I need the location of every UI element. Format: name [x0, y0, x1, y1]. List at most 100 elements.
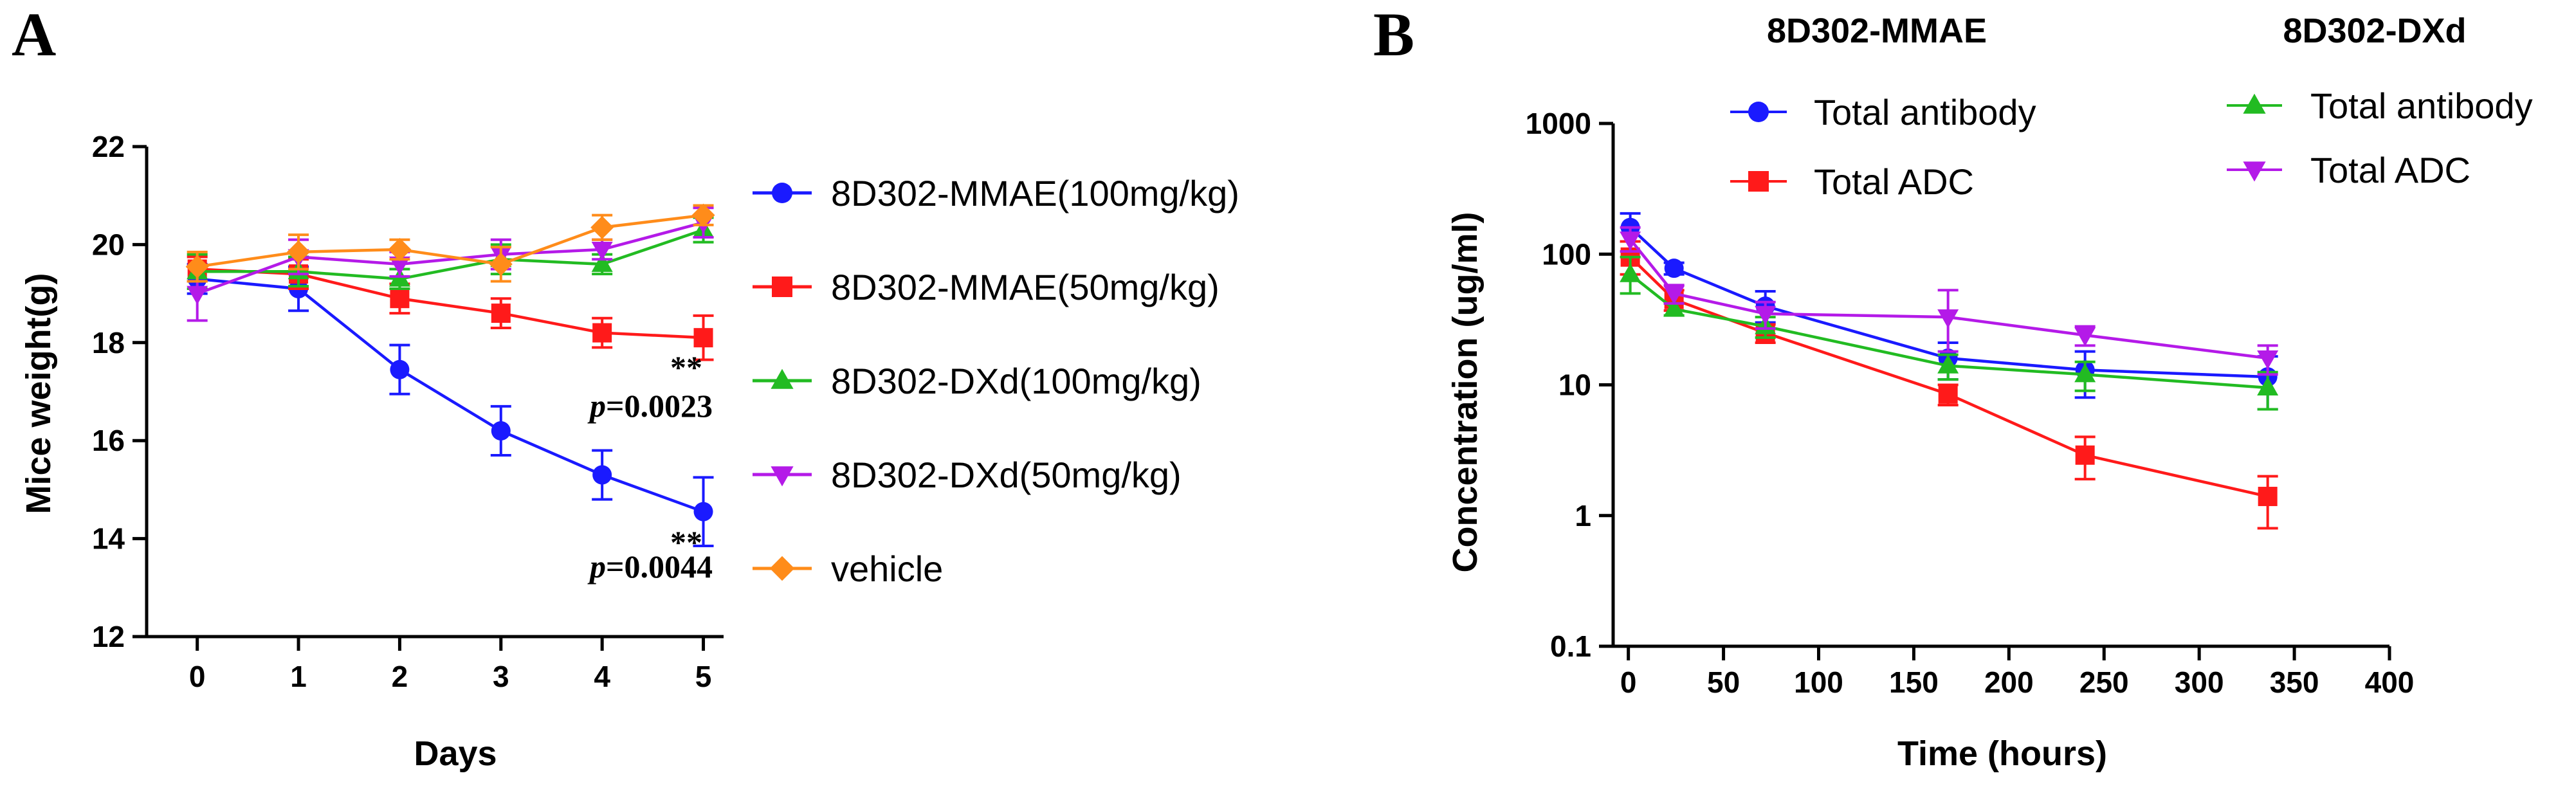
- chart-a-y-tick-label: 16: [92, 424, 125, 457]
- chart-a-series-line: [197, 277, 704, 513]
- chart-a-annotation-p-symbol: p: [587, 549, 606, 585]
- chart-b-data-point: [1938, 384, 1958, 404]
- chart-b-x-tick-label: 50: [1707, 666, 1740, 699]
- chart-b-data-point: [1937, 354, 1959, 374]
- chart-a-data-point: [491, 421, 511, 440]
- chart-a-legend-marker: [772, 183, 792, 203]
- chart-a-x-axis-title: Days: [414, 734, 497, 773]
- chart-b-data-point: [1663, 286, 1685, 305]
- chart-a-data-point: [388, 238, 412, 262]
- chart-b-legend-label: Total antibody: [2310, 86, 2533, 126]
- chart-b-legend-marker: [2243, 93, 2266, 114]
- panel-label-a: A: [12, 0, 56, 69]
- chart-a-data-point: [388, 256, 410, 276]
- chart-b-x-tick-label: 350: [2270, 666, 2319, 699]
- chart-b-y-tick-label: 0.1: [1550, 630, 1591, 663]
- chart-b-data-point: [1620, 263, 1641, 282]
- chart-b-x-axis-title: Time (hours): [1897, 734, 2107, 773]
- chart-b-x-tick-label: 100: [1794, 666, 1843, 699]
- chart-b-legend-group-title: 8D302-MMAE: [1767, 12, 1987, 50]
- chart-a-y-tick-label: 12: [92, 620, 125, 653]
- chart-a-legend-marker: [772, 277, 792, 297]
- chart-a-data-point: [287, 240, 311, 264]
- chart-a-annotation-p-value: =0.0023: [606, 388, 713, 424]
- chart-a-legend-marker: [769, 556, 795, 581]
- chart-b-y-tick-label: 1: [1575, 499, 1591, 532]
- chart-a-data-point: [390, 359, 410, 379]
- chart-b-data-point: [1620, 231, 1641, 251]
- chart-a-x-ticks: 0 1 2 3 4 5: [189, 637, 711, 693]
- chart-b-y-axis-title: Concentration (ug/ml): [1446, 212, 1484, 573]
- chart-a-annotation-stars: **: [670, 524, 702, 560]
- chart-a-x-tick-label: 4: [594, 660, 610, 693]
- chart-b-data-point: [1755, 305, 1777, 325]
- chart-a-annotation-stars: **: [670, 349, 702, 385]
- chart-a-series-group: [187, 216, 715, 290]
- chart-a-data-point: [592, 323, 612, 343]
- chart-b-legend-group-title: 8D302-DXd: [2283, 12, 2466, 50]
- chart-a-data-point: [390, 289, 410, 309]
- chart-b-legend-marker: [2243, 161, 2266, 182]
- chart-a-data-point: [592, 465, 612, 485]
- chart-b-legend-label: Total ADC: [2310, 150, 2471, 190]
- chart-b-legend-marker: [1748, 102, 1769, 122]
- chart-b-x-ticks: 0 50 100 150 200 250 300 350 400: [1620, 646, 2415, 699]
- chart-a-legend-label: 8D302-MMAE(100mg/kg): [831, 173, 1239, 213]
- chart-a-series-line: [197, 213, 704, 268]
- chart-a-series-line: [197, 228, 704, 281]
- chart-b-y-ticks: 0.1 1 10 100 1000: [1526, 107, 1613, 663]
- chart-b-x-tick-label: 300: [2175, 666, 2224, 699]
- chart-b-series-group: [1620, 240, 2278, 530]
- chart-a-legend-marker: [771, 466, 794, 487]
- chart-b-x-tick-label: 400: [2365, 666, 2415, 699]
- chart-b-legend-label: Total ADC: [1814, 161, 1974, 202]
- chart-a-data-point: [185, 255, 209, 278]
- chart-a-data-point: [693, 502, 713, 521]
- chart-b-series: [1620, 212, 2279, 530]
- chart-a-data-point: [590, 215, 614, 239]
- chart-a-legend-label: 8D302-DXd(50mg/kg): [831, 455, 1182, 495]
- chart-a-annotation-p: p=0.0044: [587, 549, 713, 585]
- chart-b-data-point: [2074, 327, 2096, 347]
- chart-a-annotation-p: p=0.0023: [587, 388, 713, 424]
- chart-b-legend-label: Total antibody: [1814, 92, 2036, 132]
- chart-a-annotation-p-value: =0.0044: [606, 549, 713, 585]
- chart-a-data-point: [491, 304, 511, 323]
- chart-a-series-line: [197, 268, 704, 340]
- chart-b-series-group: [1620, 226, 2279, 376]
- chart-a-data-point: [693, 328, 713, 348]
- chart-b-data-point: [2257, 376, 2279, 396]
- chart-a-series: [185, 203, 715, 548]
- chart-a-data-point: [489, 252, 513, 276]
- chart-panel-b: 0.1 1 10 100 1000 0 50 100 150 200 250 300 350 400 T…: [1446, 12, 2533, 773]
- chart-a-legend-marker: [771, 368, 794, 389]
- chart-b-data-point: [1663, 298, 1685, 317]
- chart-b-y-tick-label: 1000: [1526, 107, 1591, 140]
- chart-a-legend-label: vehicle: [831, 549, 943, 589]
- chart-a-x-tick-label: 0: [189, 660, 206, 693]
- chart-b-data-point: [2257, 350, 2279, 370]
- chart-b-data-point: [1937, 309, 1959, 329]
- chart-b-data-point: [1664, 258, 1684, 278]
- chart-b-legend: Total antibody Total ADC Total antibody Tot…: [1730, 86, 2533, 202]
- chart-a-x-tick-label: 2: [392, 660, 408, 693]
- chart-a-legend-label: 8D302-MMAE(50mg/kg): [831, 267, 1219, 307]
- chart-a-x-tick-label: 3: [493, 660, 509, 693]
- chart-a-data-point: [591, 253, 613, 272]
- chart-a-x-tick-label: 5: [695, 660, 712, 693]
- chart-a-legend-label: 8D302-DXd(100mg/kg): [831, 361, 1201, 401]
- chart-a-data-point: [691, 203, 715, 227]
- chart-a-x-tick-label: 1: [290, 660, 307, 693]
- chart-b-y-tick-label: 10: [1558, 368, 1591, 402]
- chart-a-y-tick-label: 22: [92, 130, 125, 163]
- chart-b-y-tick-label: 100: [1542, 237, 1591, 271]
- chart-a-data-point: [187, 286, 208, 305]
- chart-a-y-tick-label: 14: [92, 522, 125, 556]
- chart-a-series-line: [196, 221, 704, 295]
- panel-label-b: B: [1373, 0, 1414, 69]
- chart-b-x-tick-label: 150: [1889, 666, 1939, 699]
- chart-b-legend-marker: [1748, 171, 1769, 192]
- chart-a-y-tick-label: 18: [92, 326, 125, 359]
- chart-a-y-ticks: 12 14 16 18 20 22: [92, 130, 147, 653]
